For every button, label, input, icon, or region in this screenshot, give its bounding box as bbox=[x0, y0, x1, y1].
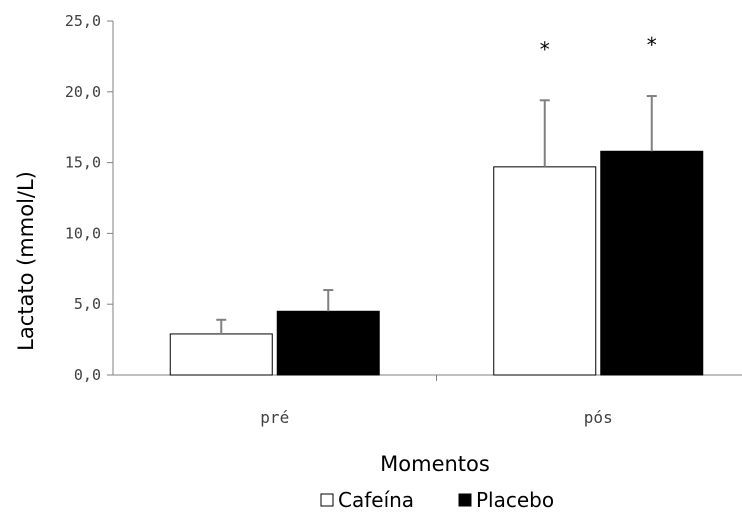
y-tick-label: 0,0 bbox=[74, 366, 101, 384]
bars bbox=[170, 151, 703, 375]
legend-swatch-placebo bbox=[459, 494, 471, 506]
bar-cafeína-1 bbox=[494, 167, 596, 375]
y-tick-label: 5,0 bbox=[74, 295, 101, 313]
significance-asterisk: * bbox=[540, 37, 550, 61]
bar-placebo-0 bbox=[277, 311, 379, 375]
y-tick-label: 20,0 bbox=[65, 83, 101, 101]
significance-asterisk: * bbox=[647, 33, 657, 57]
y-axis-title: Lactato (mmol/L) bbox=[14, 171, 38, 351]
y-tick-label: 15,0 bbox=[65, 154, 101, 172]
legend: Cafeína Placebo bbox=[321, 488, 554, 512]
legend-label-cafeina: Cafeína bbox=[338, 488, 414, 512]
bar-placebo-1 bbox=[601, 151, 703, 375]
x-axis-title: Momentos bbox=[380, 452, 490, 476]
x-axis: pré pós bbox=[113, 375, 742, 427]
bar-cafeína-0 bbox=[170, 334, 272, 375]
legend-label-placebo: Placebo bbox=[476, 488, 554, 512]
y-tick-label: 25,0 bbox=[65, 12, 101, 30]
x-tick-label: pré bbox=[260, 408, 289, 427]
significance-marks: * * bbox=[540, 33, 657, 61]
x-tick-label: pós bbox=[584, 408, 613, 427]
legend-swatch-cafeina bbox=[321, 494, 333, 506]
y-tick-label: 10,0 bbox=[65, 224, 101, 242]
y-axis: 0,0 5,0 10,0 15,0 20,0 25,0 bbox=[65, 12, 113, 384]
